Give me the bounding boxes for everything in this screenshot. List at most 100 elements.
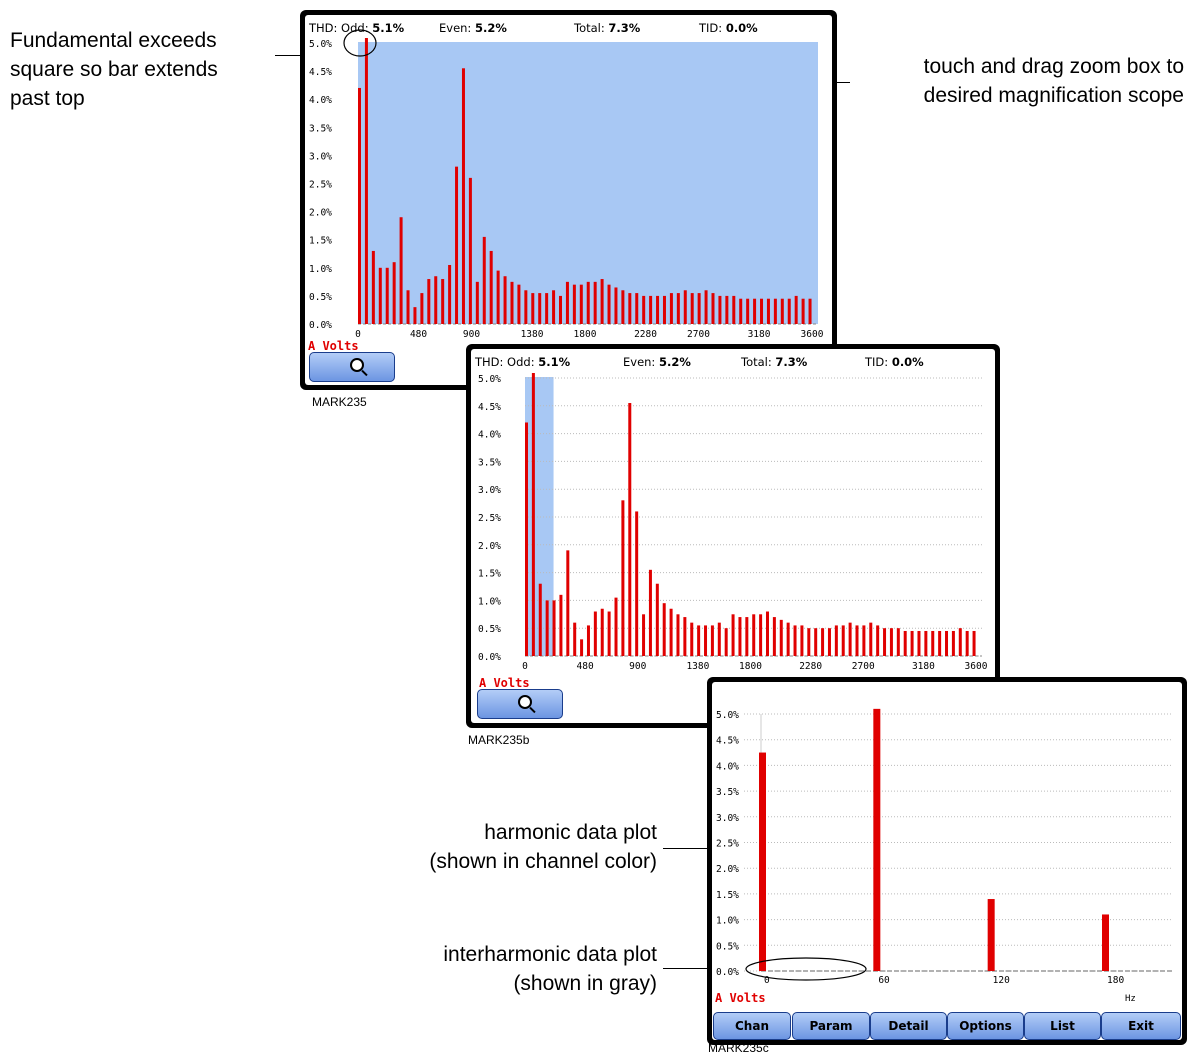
spectrum-bar (496, 270, 500, 324)
spectrum-bar (559, 295, 563, 324)
spectrum-bar (779, 619, 783, 656)
x-tick-label: 2280 (634, 329, 657, 340)
spectrum-bar (739, 298, 743, 324)
spectrum-bar (406, 290, 410, 324)
y-tick-label: 0.5% (309, 292, 332, 303)
zoom-callout: touch and drag zoom box to desired magni… (855, 52, 1184, 110)
spectrum-bar (531, 373, 535, 656)
spectrum-bar (642, 295, 646, 324)
figure-caption: MARK235 (312, 395, 367, 409)
list-button[interactable]: List (1024, 1012, 1101, 1040)
spectrum-bar (614, 287, 618, 324)
spectrum-bar (924, 630, 928, 656)
spectrum-bar (704, 290, 708, 324)
spectrum-bar (642, 614, 646, 656)
y-tick-label: 5.0% (716, 710, 739, 721)
chan-button[interactable]: Chan (713, 1012, 791, 1040)
y-tick-label: 1.5% (716, 890, 739, 901)
spectrum-bar (538, 583, 542, 656)
spectrum-bar (621, 290, 625, 324)
detail-button[interactable]: Detail (870, 1012, 947, 1040)
y-tick-label: 4.0% (309, 95, 332, 106)
screen-full-spectrum: THD: Odd: 5.1% Even: 5.2% Total: 7.3% TI… (300, 10, 837, 390)
zoom-button[interactable] (477, 689, 563, 719)
param-button[interactable]: Param (792, 1012, 870, 1040)
spectrum-bar (510, 281, 514, 324)
spectrum-bar (434, 276, 438, 324)
y-tick-label: 0.5% (478, 624, 501, 635)
y-tick-label: 1.5% (478, 569, 501, 580)
x-tick-label: 1380 (521, 329, 544, 340)
zoom-magnifier-icon (350, 358, 364, 372)
y-tick-label: 0.0% (716, 967, 739, 978)
spectrum-bar (704, 625, 708, 656)
spectrum-bar (931, 630, 935, 656)
spectrum-bar (552, 290, 556, 324)
spectrum-bar (848, 622, 852, 656)
thd-total: Total: 7.3% (741, 355, 808, 369)
spectrum-bar (364, 38, 368, 324)
callout-line: (shown in gray) (513, 972, 657, 995)
spectrum-bar (573, 622, 577, 656)
callout-line: harmonic data plot (484, 821, 657, 844)
spectrum-bar (517, 284, 521, 324)
callout-line: (shown in channel color) (429, 850, 657, 873)
spectrum-bar (972, 630, 976, 656)
channel-label: A Volts (715, 991, 766, 1005)
spectrum-bar (580, 639, 584, 656)
zoom-magnifier-icon (518, 695, 532, 709)
spectrum-bar (800, 625, 804, 656)
spectrum-bar (862, 625, 866, 656)
fundamental-callout: Fundamental exceeds square so bar extend… (10, 26, 218, 113)
spectrum-bar (807, 628, 811, 656)
spectrum-bar (662, 603, 666, 656)
spectrum-chart[interactable]: 0.0% 0.5% 1.0% 1.5% 2.0% 2.5% 3.0% 3.5% 4.0% 4.5%… (471, 349, 995, 723)
spectrum-bar (503, 276, 507, 324)
spectrum-bar (738, 617, 742, 656)
x-tick-label: 2280 (799, 661, 822, 672)
x-tick-label: 3180 (912, 661, 935, 672)
x-tick-label: 120 (993, 975, 1010, 986)
spectrum-bar (648, 569, 652, 656)
x-tick-label: 60 (878, 975, 890, 986)
thd-odd: THD: Odd: 5.1% (309, 21, 405, 35)
spectrum-bar (399, 217, 403, 324)
x-tick-label: 480 (577, 661, 594, 672)
spectrum-bar (593, 611, 597, 656)
spectrum-bar (801, 298, 805, 324)
y-tick-label: 4.5% (309, 67, 332, 78)
harmonic-detail-chart[interactable]: 0.0% 0.5% 1.0% 1.5% 2.0% 2.5% 3.0% 3.5% 4.0% 4.5%… (712, 682, 1182, 1040)
spectrum-bar (586, 281, 590, 324)
callout-line: past top (10, 87, 85, 110)
spectrum-chart[interactable]: 0.0% 0.5% 1.0% 1.5% 2.0% 2.5% 3.0% 3.5% 4.0% 4.5%… (305, 15, 832, 385)
zoom-button[interactable] (309, 352, 395, 382)
y-tick-label: 4.5% (716, 736, 739, 747)
exit-button[interactable]: Exit (1101, 1012, 1181, 1040)
spectrum-bar (572, 284, 576, 324)
x-tick-label: 1380 (686, 661, 709, 672)
spectrum-bar (855, 625, 859, 656)
hz-unit-label: Hz (1125, 994, 1136, 1004)
spectrum-bar (683, 290, 687, 324)
spectrum-bar (827, 628, 831, 656)
spectrum-bar (559, 594, 563, 656)
x-tick-label: 180 (1107, 975, 1124, 986)
thd-total: Total: 7.3% (574, 21, 641, 35)
spectrum-bar (697, 293, 701, 324)
options-button[interactable]: Options (947, 1012, 1024, 1040)
spectrum-bar (628, 403, 632, 656)
spectrum-bar (965, 630, 969, 656)
x-tick-label: 900 (463, 329, 480, 340)
softkey-bar: Chan Param Detail Options List Exit (712, 1010, 1182, 1040)
harmonic-bar (873, 708, 881, 971)
spectrum-bar (614, 597, 618, 656)
spectrum-bar (772, 617, 776, 656)
interharmonic-highlight (745, 957, 867, 981)
spectrum-bar (690, 622, 694, 656)
callout-line: touch and drag zoom box to (923, 55, 1184, 78)
spectrum-bar (525, 422, 528, 656)
spectrum-bar (475, 281, 479, 324)
x-tick-label: 1800 (739, 661, 762, 672)
spectrum-bar (607, 611, 611, 656)
spectrum-bar (593, 281, 597, 324)
